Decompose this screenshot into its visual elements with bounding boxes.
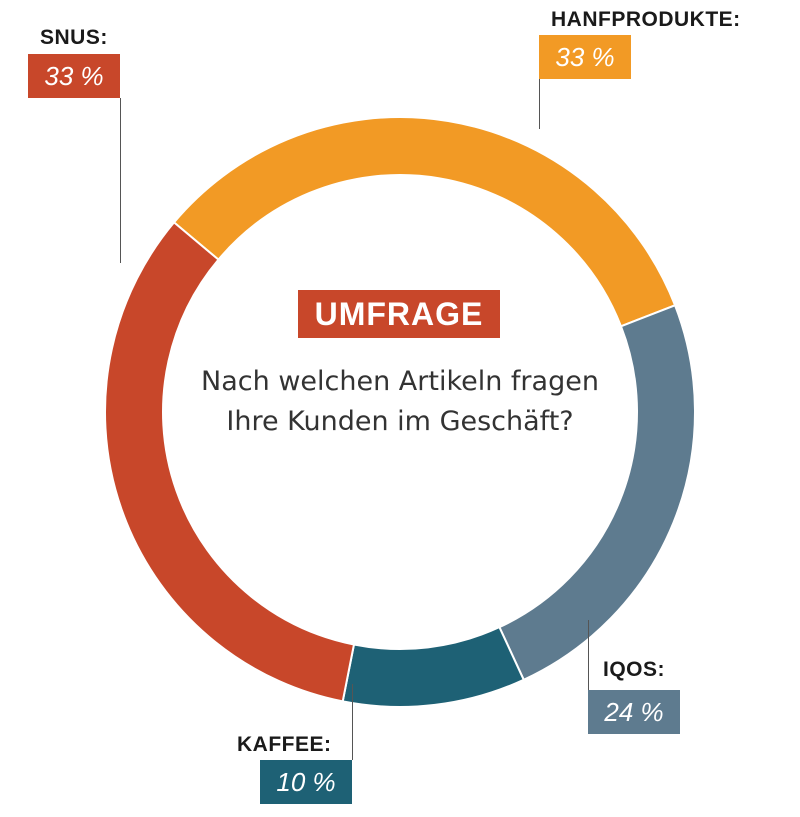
donut-slice-snus	[104, 220, 356, 703]
category-label-iqos: IQOS:	[603, 658, 666, 681]
value-label-kaffee: 10 %	[260, 760, 352, 804]
leader-line-iqos	[588, 620, 589, 690]
leader-line-snus	[120, 98, 121, 263]
category-label-hanfprodukte: HANFPRODUKTE:	[551, 8, 741, 31]
umfrage-badge: UMFRAGE	[298, 290, 500, 338]
donut-slice-kaffee	[341, 625, 526, 708]
category-label-snus: SNUS:	[40, 26, 108, 49]
survey-question: Nach welchen Artikeln fragen Ihre Kunden…	[201, 366, 599, 437]
leader-line-kaffee	[352, 684, 353, 760]
category-label-kaffee: KAFFEE:	[237, 733, 332, 756]
leader-line-hanfprodukte	[539, 79, 540, 129]
value-label-snus: 33 %	[28, 54, 120, 98]
value-label-hanfprodukte: 33 %	[539, 35, 631, 79]
value-label-iqos: 24 %	[588, 690, 680, 734]
